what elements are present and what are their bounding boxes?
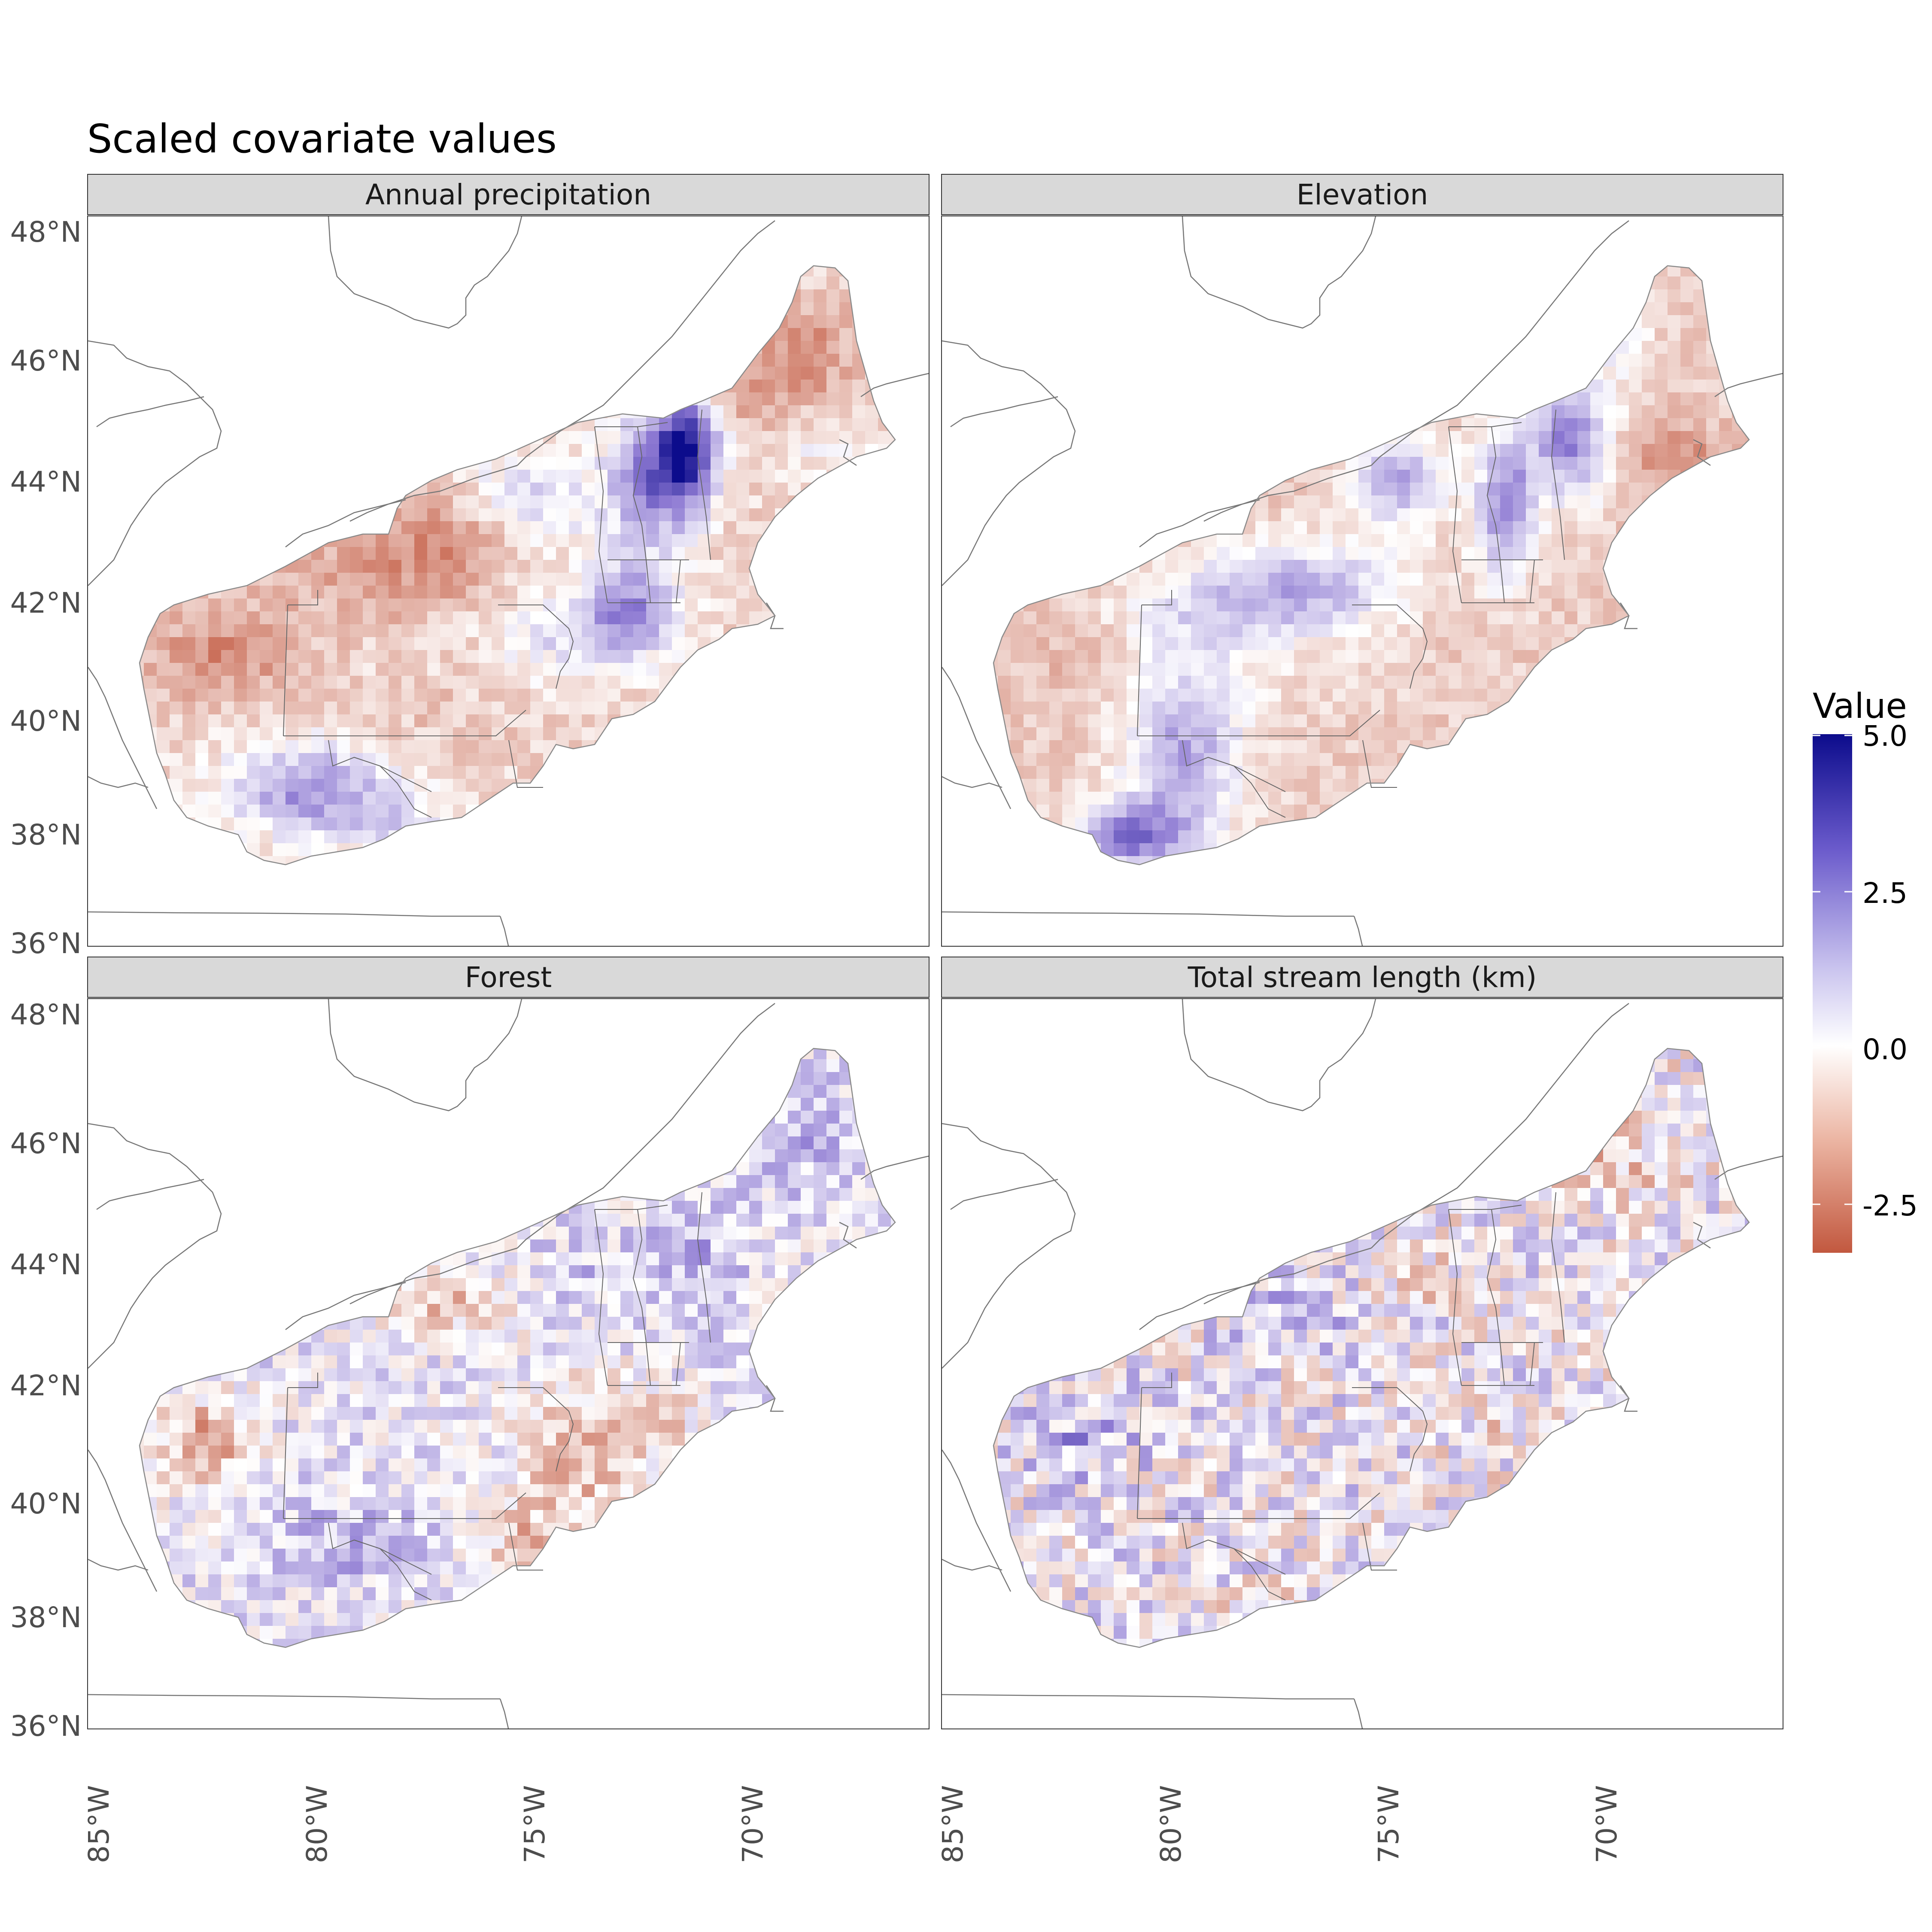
x-tick-label: 75°W — [518, 1785, 551, 1863]
y-tick-label: 40°N — [10, 705, 82, 738]
map-panel-annual-precipitation — [87, 216, 930, 947]
state-borders — [283, 1192, 711, 1601]
x-tick-label: 85°W — [936, 1785, 969, 1863]
map-canvas — [942, 216, 1783, 946]
covariate-raster — [993, 266, 1749, 865]
x-tick-label: 70°W — [736, 1785, 769, 1863]
legend-title: Value — [1813, 686, 1907, 726]
map-canvas — [942, 999, 1783, 1728]
y-tick-label: 46°N — [10, 344, 82, 377]
x-tick-label: 75°W — [1372, 1785, 1405, 1863]
basemap-lines — [942, 999, 1783, 1728]
y-tick-label: 36°N — [10, 1710, 82, 1743]
covariate-raster — [140, 266, 895, 865]
y-tick-label: 48°N — [10, 216, 82, 249]
plot-title: Scaled covariate values — [87, 116, 557, 162]
map-canvas — [88, 999, 929, 1728]
legend-label: 5.0 — [1862, 720, 1908, 753]
study-area-outline — [139, 265, 896, 866]
y-tick-label: 46°N — [10, 1127, 82, 1160]
x-tick-label: 70°W — [1590, 1785, 1623, 1863]
y-tick-label: 48°N — [10, 998, 82, 1031]
y-tick-label: 38°N — [10, 1601, 82, 1634]
y-tick-label: 42°N — [10, 1369, 82, 1402]
facet-strip-annual-precipitation: Annual precipitation — [87, 174, 930, 215]
study-area-outline — [993, 1048, 1750, 1648]
y-tick-label: 36°N — [10, 927, 82, 960]
state-borders — [283, 409, 711, 818]
map-canvas — [88, 216, 929, 946]
x-tick-label: 85°W — [82, 1785, 115, 1863]
y-tick-label: 38°N — [10, 818, 82, 851]
x-tick-label: 80°W — [1154, 1785, 1188, 1863]
state-borders — [1137, 409, 1565, 818]
x-tick-label: 80°W — [301, 1785, 334, 1863]
map-panel-forest — [87, 998, 930, 1729]
y-tick-label: 44°N — [10, 465, 82, 498]
y-tick-label: 44°N — [10, 1248, 82, 1281]
study-area-outline — [993, 265, 1750, 866]
legend-label: 2.5 — [1862, 877, 1908, 910]
facet-strip-forest: Forest — [87, 957, 930, 998]
map-panel-elevation — [941, 216, 1783, 947]
y-tick-label: 42°N — [10, 586, 82, 620]
map-panel-total-stream-length — [941, 998, 1783, 1729]
basemap-lines — [88, 999, 929, 1728]
legend-label: 0.0 — [1862, 1033, 1908, 1066]
basemap-lines — [88, 216, 929, 946]
legend-label: -2.5 — [1862, 1189, 1918, 1222]
legend-colorbar — [1813, 734, 1852, 1253]
state-borders — [1137, 1192, 1565, 1601]
y-tick-label: 40°N — [10, 1487, 82, 1520]
covariate-raster — [140, 1048, 895, 1647]
study-area-outline — [139, 1048, 896, 1648]
basemap-lines — [942, 216, 1783, 946]
facet-strip-total-stream-length: Total stream length (km) — [941, 957, 1783, 998]
facet-strip-elevation: Elevation — [941, 174, 1783, 215]
covariate-raster — [993, 1048, 1749, 1647]
